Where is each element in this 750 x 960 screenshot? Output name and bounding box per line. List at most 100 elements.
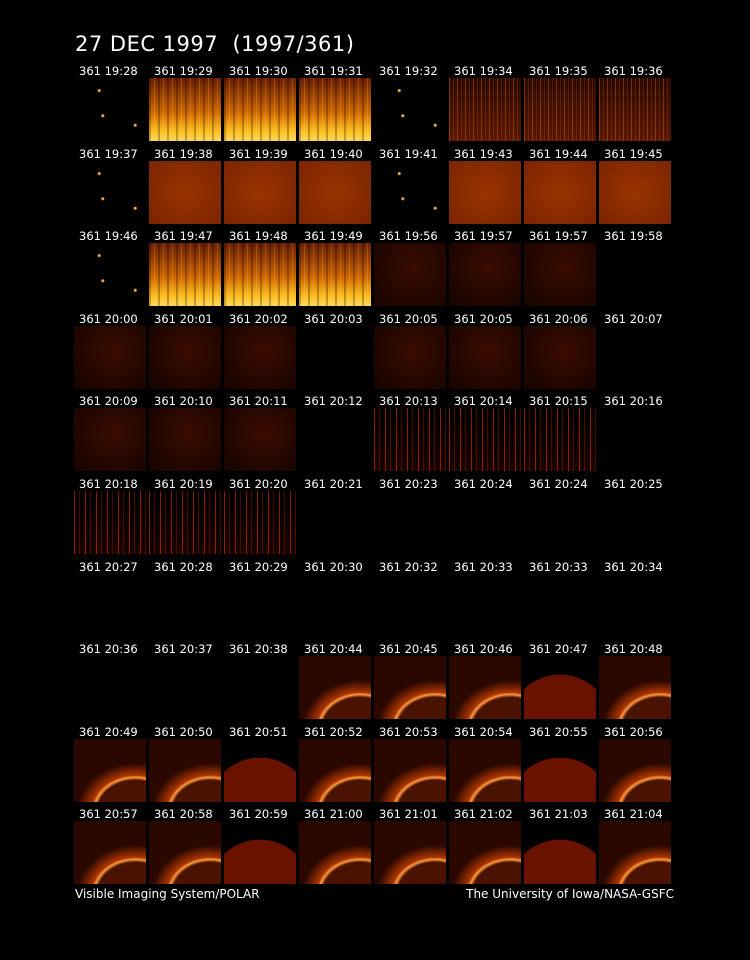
frame-image bbox=[449, 160, 521, 224]
frame-label: 361 20:11 bbox=[229, 394, 288, 409]
frame-label: 361 20:00 bbox=[79, 311, 138, 326]
frame-label: 361 19:56 bbox=[379, 229, 438, 244]
frame-image bbox=[299, 738, 371, 802]
frame-label: 361 20:16 bbox=[604, 394, 663, 409]
frame-label: 361 20:29 bbox=[229, 559, 288, 574]
frame-image bbox=[374, 573, 446, 637]
frame-image bbox=[74, 573, 146, 637]
footer-right: The University of Iowa/NASA-GSFC bbox=[466, 887, 674, 901]
frame-image bbox=[149, 491, 221, 554]
frame-image bbox=[74, 738, 146, 802]
frame-image bbox=[374, 160, 446, 224]
frame-image bbox=[299, 408, 371, 472]
frame-image bbox=[224, 738, 296, 802]
frame-image bbox=[374, 78, 446, 141]
frame-image bbox=[599, 160, 671, 224]
frame-label: 361 19:57 bbox=[529, 229, 588, 244]
frame-label: 361 19:45 bbox=[604, 146, 663, 161]
frame-label: 361 19:46 bbox=[79, 229, 138, 244]
frame-image bbox=[599, 325, 671, 389]
frame-label: 361 20:45 bbox=[379, 642, 438, 657]
frame-image bbox=[374, 243, 446, 307]
frame-image bbox=[74, 325, 146, 389]
frame-label: 361 19:31 bbox=[304, 64, 363, 78]
frame-image bbox=[149, 738, 221, 802]
frame-image bbox=[299, 78, 371, 141]
frame-label: 361 19:36 bbox=[604, 64, 663, 78]
frame-label: 361 20:02 bbox=[229, 311, 288, 326]
frame-image bbox=[149, 325, 221, 389]
frame-image bbox=[224, 160, 296, 224]
frame-label: 361 20:24 bbox=[529, 477, 588, 491]
frame-label: 361 19:37 bbox=[79, 146, 138, 161]
frame-label: 361 20:23 bbox=[379, 477, 438, 491]
frame-label: 361 20:46 bbox=[454, 642, 513, 657]
frame-label: 361 20:53 bbox=[379, 724, 438, 739]
frame-label: 361 19:40 bbox=[304, 146, 363, 161]
frame-label: 361 19:43 bbox=[454, 146, 513, 161]
frame-label: 361 20:55 bbox=[529, 724, 588, 739]
frame-image bbox=[374, 738, 446, 802]
frame-image bbox=[149, 656, 221, 720]
frame-image bbox=[599, 821, 671, 885]
frame-image bbox=[224, 78, 296, 141]
frame-label: 361 20:12 bbox=[304, 394, 363, 409]
frame-label: 361 19:57 bbox=[454, 229, 513, 244]
frame-label: 361 20:56 bbox=[604, 724, 663, 739]
frame-image bbox=[524, 78, 596, 141]
frame-label: 361 20:21 bbox=[304, 477, 363, 491]
frame-label: 361 20:15 bbox=[529, 394, 588, 409]
frame-image bbox=[449, 78, 521, 141]
frame-label: 361 20:36 bbox=[79, 642, 138, 657]
frame-image bbox=[449, 656, 521, 720]
frame-label: 361 20:25 bbox=[604, 477, 663, 491]
frame-label: 361 20:47 bbox=[529, 642, 588, 657]
frame-image bbox=[299, 160, 371, 224]
frame-image bbox=[599, 738, 671, 802]
frame-image bbox=[449, 821, 521, 885]
frame-label: 361 20:34 bbox=[604, 559, 663, 574]
frame-image bbox=[374, 491, 446, 554]
frame-label: 361 20:32 bbox=[379, 559, 438, 574]
frame-image bbox=[299, 325, 371, 389]
frame-image bbox=[74, 656, 146, 720]
frame-label: 361 21:01 bbox=[379, 807, 438, 822]
frame-label: 361 20:58 bbox=[154, 807, 213, 822]
frame-image bbox=[74, 491, 146, 554]
frame-image bbox=[599, 408, 671, 472]
frame-image bbox=[599, 491, 671, 554]
frame-label: 361 20:48 bbox=[604, 642, 663, 657]
frame-label: 361 19:41 bbox=[379, 146, 438, 161]
frame-label: 361 20:19 bbox=[154, 477, 213, 491]
frame-label: 361 20:59 bbox=[229, 807, 288, 822]
frame-label: 361 20:57 bbox=[79, 807, 138, 822]
frame-label: 361 21:02 bbox=[454, 807, 513, 822]
frame-image bbox=[74, 821, 146, 885]
frame-image bbox=[74, 243, 146, 307]
frame-label: 361 20:14 bbox=[454, 394, 513, 409]
frame-image bbox=[524, 738, 596, 802]
frame-label: 361 20:09 bbox=[79, 394, 138, 409]
frame-label: 361 20:49 bbox=[79, 724, 138, 739]
frame-image bbox=[299, 573, 371, 637]
frame-image bbox=[599, 78, 671, 141]
frame-image bbox=[149, 821, 221, 885]
frame-label: 361 19:44 bbox=[529, 146, 588, 161]
frame-label: 361 19:28 bbox=[79, 64, 138, 78]
frame-image bbox=[524, 573, 596, 637]
frame-label: 361 19:48 bbox=[229, 229, 288, 244]
frame-image bbox=[149, 573, 221, 637]
frame-image bbox=[224, 408, 296, 472]
frame-label: 361 19:30 bbox=[229, 64, 288, 78]
frame-image bbox=[74, 78, 146, 141]
frame-image bbox=[224, 243, 296, 307]
frame-image bbox=[299, 491, 371, 554]
frame-label: 361 19:32 bbox=[379, 64, 438, 78]
footer-left: Visible Imaging System/POLAR bbox=[75, 887, 260, 901]
frame-label: 361 19:47 bbox=[154, 229, 213, 244]
frame-image bbox=[449, 408, 521, 472]
frame-label: 361 19:35 bbox=[529, 64, 588, 78]
frame-image bbox=[224, 821, 296, 885]
frame-image bbox=[599, 656, 671, 720]
